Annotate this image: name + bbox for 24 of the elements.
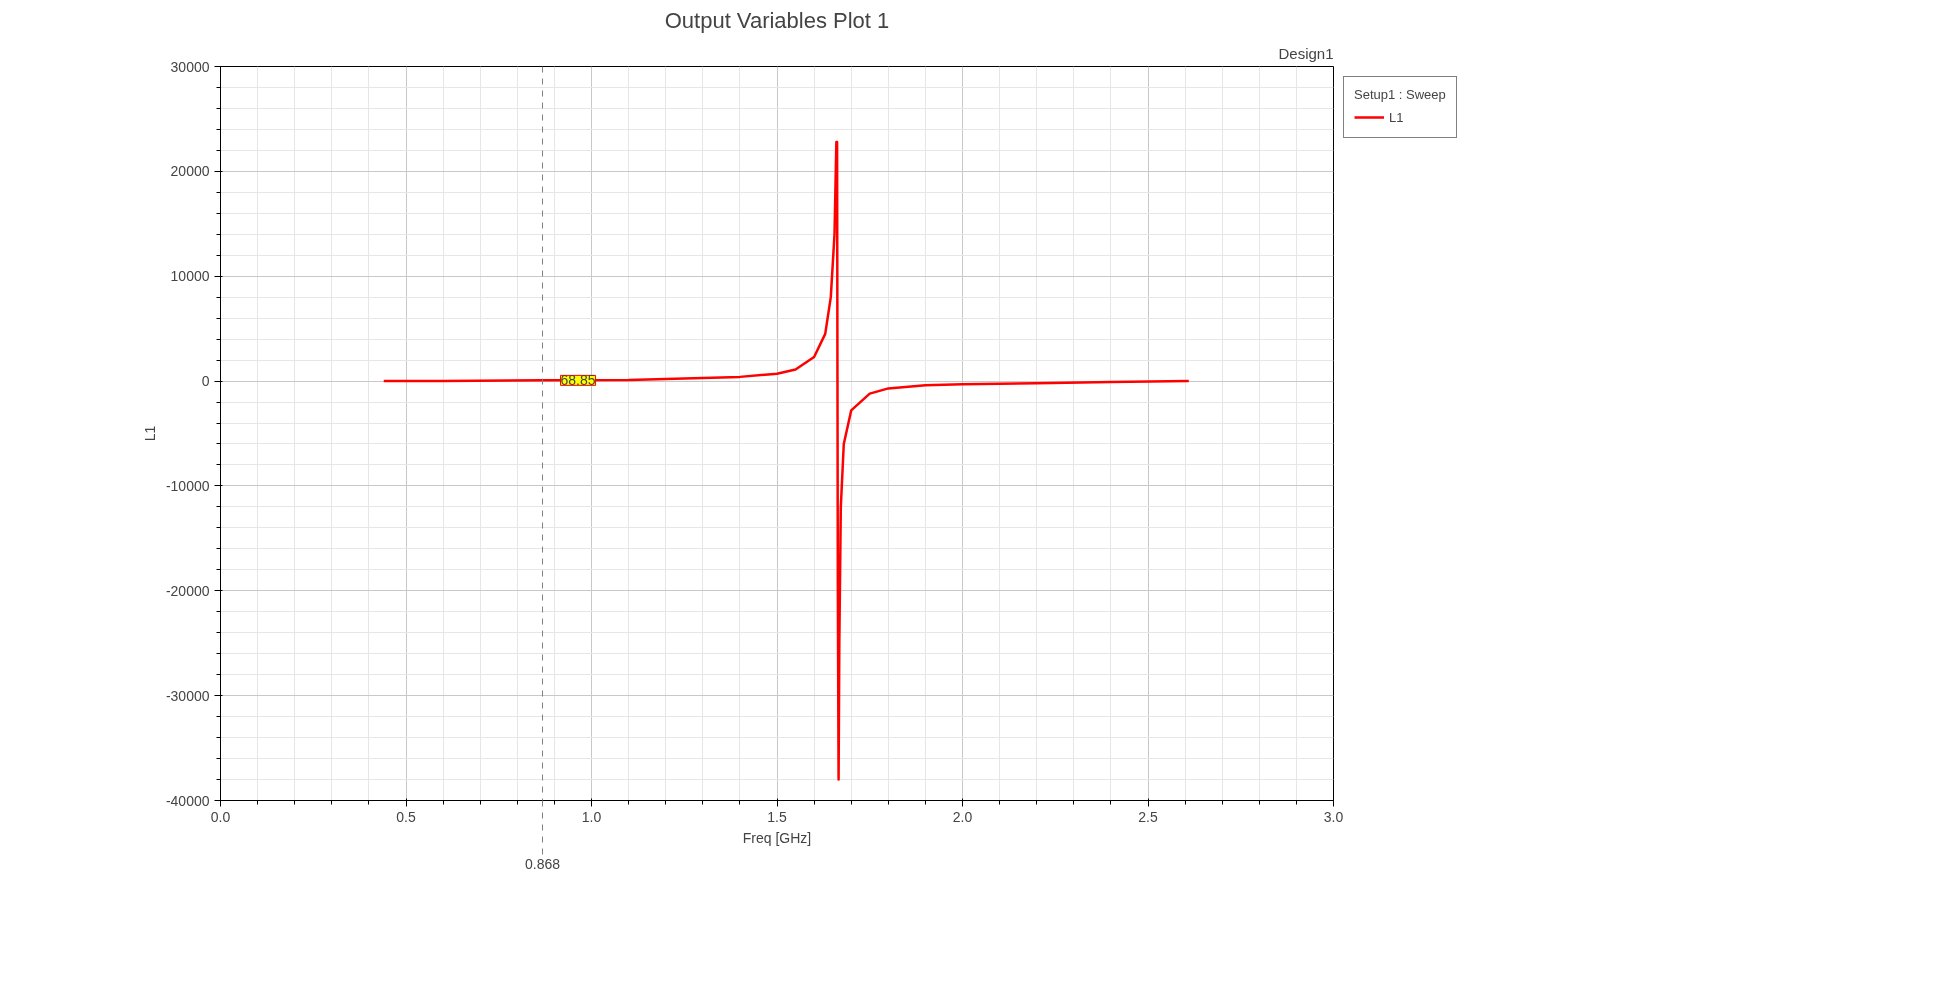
y-tick-label: 0 (201, 373, 210, 390)
x-axis-title: Freq [GHz] (742, 829, 812, 846)
legend-label: L1 (1389, 109, 1405, 125)
annotation: 68.85 (560, 372, 596, 389)
ref-line-label: 0.868 (525, 855, 561, 872)
x-tick-label: 1.5 (767, 808, 787, 825)
x-tick-label: 1.0 (581, 808, 602, 825)
x-tick-label: 2.5 (1138, 808, 1158, 825)
x-tick-label: 3.0 (1323, 808, 1344, 825)
y-tick-label: -10000 (165, 477, 210, 494)
y-tick-label: 20000 (170, 163, 210, 180)
y-axis-title: L1 (141, 425, 158, 442)
x-tick-label: 2.0 (952, 808, 973, 825)
line-series (382, 140, 1191, 781)
x-tick-label: 0.0 (210, 808, 231, 825)
y-tick-label: 10000 (170, 268, 210, 285)
y-tick-label: -30000 (165, 687, 210, 704)
chart-subtitle: Design1 (1278, 44, 1334, 62)
y-tick-label: -40000 (165, 792, 210, 809)
legend-title: Setup1 : Sweep (1354, 87, 1446, 102)
y-tick-label: 30000 (170, 58, 210, 75)
x-tick-label: 0.5 (396, 808, 416, 825)
chart-title: Output Variables Plot 1 (664, 7, 890, 33)
y-tick-label: -20000 (165, 582, 210, 599)
